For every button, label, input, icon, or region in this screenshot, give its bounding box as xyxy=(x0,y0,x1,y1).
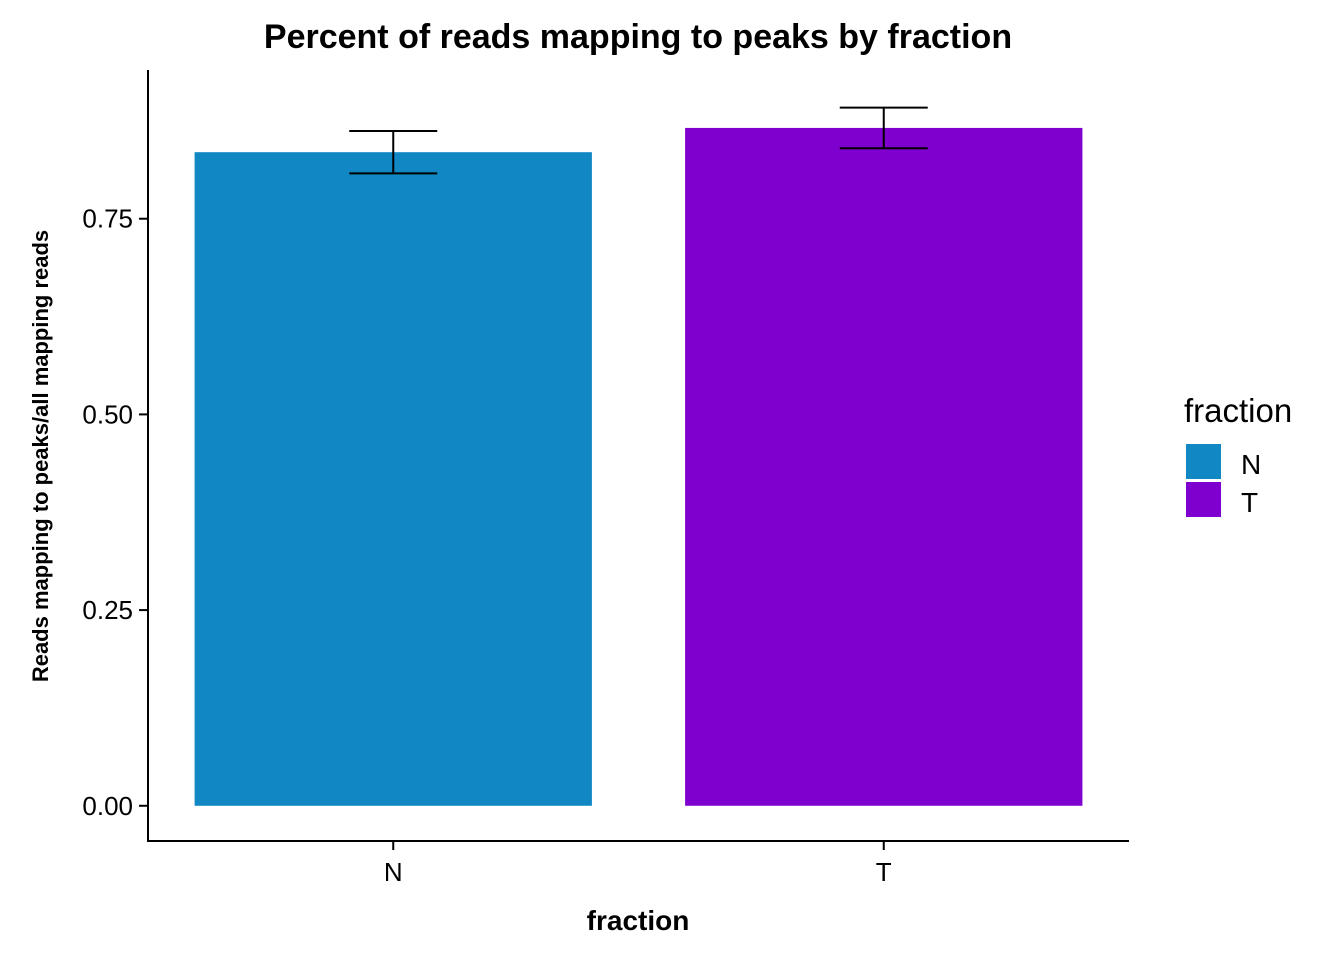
error-bars-group xyxy=(349,106,928,175)
bar-n xyxy=(194,152,592,806)
y-tick-label: 0.00 xyxy=(82,791,133,821)
legend-swatch-n xyxy=(1186,444,1221,479)
legend-swatch-t xyxy=(1186,482,1221,517)
bar-t xyxy=(685,127,1083,806)
legend-items: NT xyxy=(1186,444,1261,518)
legend-title: fraction xyxy=(1184,392,1292,429)
legend-label-n: N xyxy=(1241,449,1261,480)
y-tick-label: 0.50 xyxy=(82,399,133,429)
y-axis-title: Reads mapping to peaks/all mapping reads xyxy=(28,230,53,682)
x-axis-title: fraction xyxy=(587,905,690,936)
bars-group xyxy=(194,127,1083,806)
legend: fraction NT xyxy=(1184,392,1292,518)
x-tick-label: T xyxy=(876,857,892,887)
chart-title: Percent of reads mapping to peaks by fra… xyxy=(264,18,1012,56)
y-tick-label: 0.25 xyxy=(82,595,133,625)
y-tick-label: 0.75 xyxy=(82,204,133,234)
x-tick-label: N xyxy=(384,857,403,887)
legend-label-t: T xyxy=(1241,487,1258,518)
y-ticks-group: 0.00 0.25 0.50 0.75 xyxy=(82,204,148,821)
